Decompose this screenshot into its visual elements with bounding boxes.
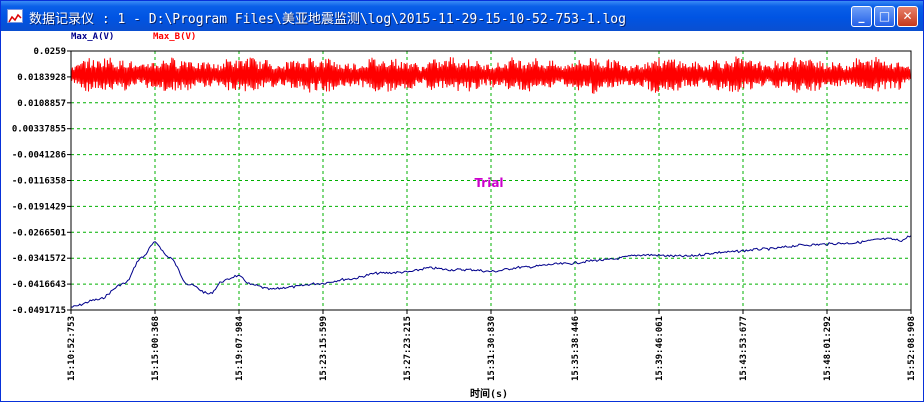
x-tick-label: 15:10:52:753 [67, 316, 77, 381]
y-tick-label: -0.0191429 [12, 202, 66, 212]
x-tick-label: 15:19:07:984 [235, 315, 245, 381]
x-tick-label: 15:35:38:446 [571, 316, 581, 381]
x-tick-label: 15:52:08:908 [907, 316, 917, 381]
series-b-line [70, 56, 911, 94]
title-bar[interactable]: 数据记录仪 : 1 - D:\Program Files\美亚地震监测\log\… [1, 1, 923, 31]
legend-item-a: Max_A(V) [71, 32, 114, 42]
y-tick-label: -0.0116358 [12, 177, 66, 187]
y-tick-label: -0.0266501 [12, 228, 66, 238]
x-axis-label: 时间(s) [470, 387, 508, 400]
x-tick-label: 15:27:23:215 [403, 316, 413, 381]
y-tick-label: 0.0259 [33, 47, 66, 57]
minimize-button[interactable]: _ [851, 6, 872, 27]
y-axis-ticks: 0.0259 0.0183928 0.0108857 0.00337855 -0.004… [12, 47, 71, 316]
window-title: 数据记录仪 : 1 - D:\Program Files\美亚地震监测\log\… [29, 12, 626, 27]
series-b [70, 56, 911, 94]
y-tick-label: 0.0108857 [17, 99, 66, 109]
x-tick-label: 15:23:15:599 [319, 316, 329, 381]
y-tick-label: -0.0041286 [12, 151, 66, 161]
chart-area[interactable]: 0.0259 0.0183928 0.0108857 0.00337855 -0.004… [1, 31, 923, 401]
legend: Max_A(V) Max_B(V) [71, 32, 196, 42]
y-tick-label: -0.0341572 [12, 254, 66, 264]
y-tick-label: 0.0183928 [17, 73, 66, 83]
trial-watermark: Trial [474, 176, 503, 190]
grid [71, 51, 911, 310]
close-button[interactable]: ✕ [897, 6, 918, 27]
legend-item-b: Max_B(V) [153, 32, 196, 42]
y-tick-label: -0.0491715 [12, 306, 66, 316]
x-tick-label: 15:43:53:677 [739, 316, 749, 381]
y-tick-label: 0.00337855 [12, 125, 66, 135]
x-tick-label: 15:48:01:292 [823, 316, 833, 381]
x-tick-label: 15:31:30:830 [487, 316, 497, 381]
series-a [70, 235, 912, 308]
x-tick-label: 15:15:00:368 [151, 316, 161, 381]
chart-background [1, 31, 923, 401]
chart-app-icon [7, 9, 23, 23]
x-axis-ticks: 15:10:52:753 15:15:00:368 15:19:07:984 15:2… [67, 310, 917, 381]
series-a-line [70, 235, 912, 308]
maximize-button[interactable]: □ [874, 6, 895, 27]
x-tick-label: 15:39:46:061 [655, 316, 665, 381]
y-tick-label: -0.0416643 [12, 280, 66, 290]
